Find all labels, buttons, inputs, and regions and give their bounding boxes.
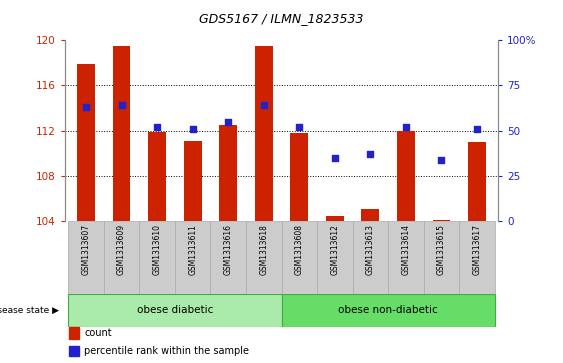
Point <box>366 151 375 157</box>
Text: disease state ▶: disease state ▶ <box>0 306 59 315</box>
Bar <box>397 131 415 221</box>
Bar <box>423 221 459 294</box>
Bar <box>104 221 140 294</box>
Text: GSM1313614: GSM1313614 <box>401 224 410 275</box>
Text: percentile rank within the sample: percentile rank within the sample <box>84 346 249 356</box>
Bar <box>388 221 423 294</box>
Bar <box>282 221 317 294</box>
Point <box>224 119 233 125</box>
Text: obese diabetic: obese diabetic <box>137 305 213 315</box>
Bar <box>68 221 104 294</box>
Point <box>259 102 268 108</box>
Text: GSM1313615: GSM1313615 <box>437 224 446 275</box>
Bar <box>255 46 272 221</box>
Point <box>295 124 304 130</box>
Bar <box>175 221 211 294</box>
Bar <box>432 220 450 221</box>
Point <box>330 155 339 161</box>
Text: count: count <box>84 328 112 338</box>
Text: GSM1313613: GSM1313613 <box>366 224 375 275</box>
Text: obese non-diabetic: obese non-diabetic <box>338 305 438 315</box>
Bar <box>211 221 246 294</box>
Point <box>82 104 91 110</box>
Bar <box>69 346 79 356</box>
Text: GSM1313610: GSM1313610 <box>153 224 162 275</box>
Text: GSM1313608: GSM1313608 <box>295 224 304 275</box>
Point <box>117 102 126 108</box>
Bar <box>317 221 352 294</box>
Bar <box>113 46 131 221</box>
Bar <box>140 221 175 294</box>
Text: GSM1313618: GSM1313618 <box>259 224 268 275</box>
Bar <box>282 294 495 327</box>
Bar <box>184 141 202 221</box>
Bar <box>69 327 79 339</box>
Text: GSM1313609: GSM1313609 <box>117 224 126 276</box>
Text: GSM1313612: GSM1313612 <box>330 224 339 275</box>
Bar <box>291 133 308 221</box>
Text: GSM1313617: GSM1313617 <box>472 224 481 275</box>
Bar <box>148 132 166 221</box>
Point <box>188 126 197 132</box>
Bar <box>468 142 486 221</box>
Bar <box>361 209 379 221</box>
Point <box>401 124 410 130</box>
Text: GDS5167 / ILMN_1823533: GDS5167 / ILMN_1823533 <box>199 12 364 25</box>
Bar <box>459 221 495 294</box>
Point <box>437 157 446 163</box>
Bar <box>352 221 388 294</box>
Text: GSM1313616: GSM1313616 <box>224 224 233 275</box>
Point <box>472 126 481 132</box>
Point <box>153 124 162 130</box>
Bar <box>246 221 282 294</box>
Bar <box>326 216 343 221</box>
Bar <box>68 294 282 327</box>
Bar <box>77 64 95 221</box>
Bar <box>220 125 237 221</box>
Text: GSM1313611: GSM1313611 <box>188 224 197 275</box>
Text: GSM1313607: GSM1313607 <box>82 224 91 276</box>
